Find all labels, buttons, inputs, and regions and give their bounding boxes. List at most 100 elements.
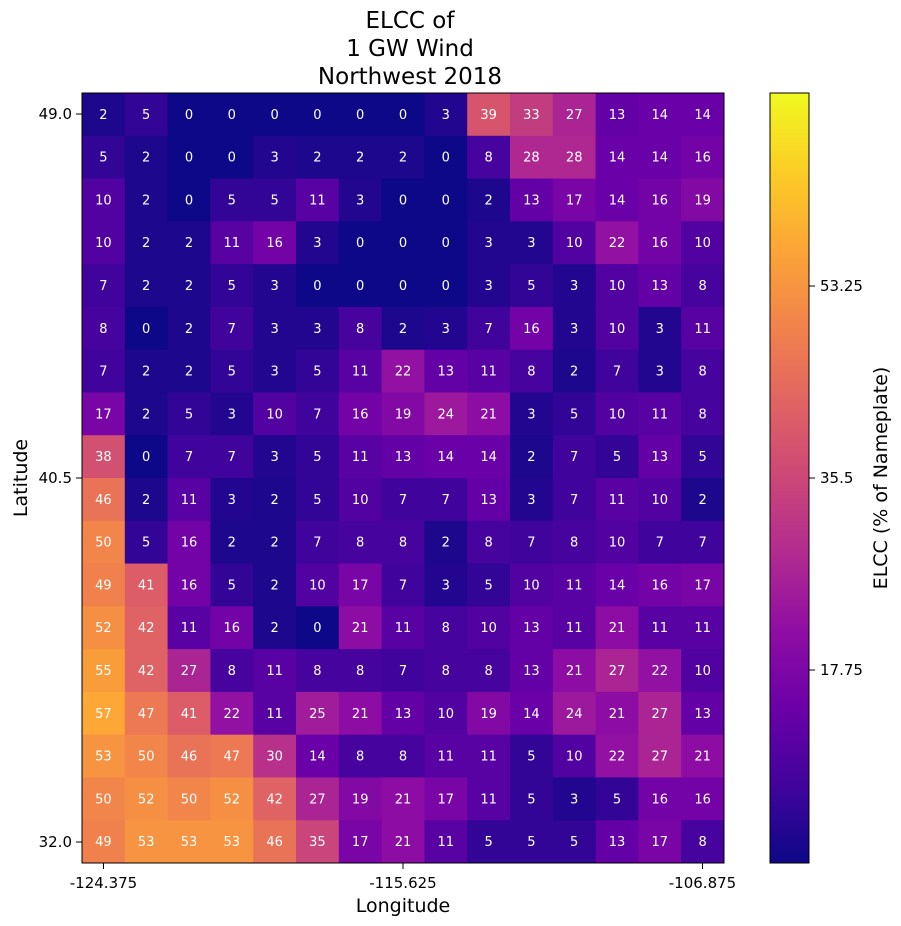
- heatmap-cell: [424, 435, 468, 479]
- heatmap-cell-label: 42: [138, 664, 155, 679]
- heatmap-cell: [510, 777, 554, 821]
- heatmap-cell-label: 0: [228, 151, 236, 166]
- heatmap-cell-label: 10: [694, 664, 711, 679]
- heatmap-cell-label: 14: [652, 108, 669, 123]
- heatmap-cell-label: 0: [356, 279, 364, 294]
- heatmap-cell-label: 8: [698, 365, 706, 380]
- heatmap-cell-label: 24: [566, 707, 583, 722]
- heatmap-cell: [638, 820, 682, 864]
- heatmap-cell-label: 2: [185, 365, 193, 380]
- heatmap-cell: [124, 435, 169, 479]
- heatmap-cell-label: 11: [480, 365, 497, 380]
- x-tick-label: -115.625: [369, 874, 436, 892]
- heatmap-cell-label: 0: [142, 322, 150, 337]
- heatmap-cell-label: 16: [694, 792, 711, 807]
- heatmap-cell: [82, 478, 126, 522]
- heatmap-cell-label: 2: [99, 108, 107, 123]
- heatmap-cell-label: 25: [309, 707, 326, 722]
- heatmap-cell-label: 5: [313, 450, 321, 465]
- heatmap-cell-label: 8: [356, 750, 364, 765]
- heatmap-cell: [296, 93, 340, 137]
- heatmap-cell: [167, 563, 211, 607]
- heatmap-cell: [595, 777, 639, 821]
- heatmap-cell: [681, 606, 725, 650]
- heatmap-cell-label: 0: [142, 450, 150, 465]
- heatmap-cell: [338, 392, 383, 436]
- colorbar: 17.75 35.5 53.25 ELCC (% of Nameplate): [769, 92, 892, 864]
- heatmap-cell: [338, 221, 383, 265]
- heatmap-cell: [296, 606, 340, 650]
- heatmap-cell-label: 2: [356, 151, 364, 166]
- heatmap-cell: [681, 563, 725, 607]
- heatmap-cell-label: 11: [395, 621, 412, 636]
- heatmap-cell-label: 0: [442, 151, 450, 166]
- heatmap-cell-label: 14: [609, 151, 626, 166]
- heatmap-cell-label: 0: [399, 108, 407, 123]
- heatmap-cell-label: 8: [527, 365, 535, 380]
- heatmap-cell: [681, 93, 725, 137]
- heatmap-cell: [638, 264, 682, 308]
- colorbar-tick-label: 17.75: [820, 661, 863, 679]
- heatmap-cell: [210, 392, 254, 436]
- heatmap-cell: [124, 691, 169, 736]
- heatmap-cell: [210, 221, 254, 265]
- heatmap-cell: [253, 178, 297, 222]
- heatmap-cell-label: 27: [181, 664, 198, 679]
- heatmap-cell-label: 21: [352, 621, 369, 636]
- heatmap-cell: [552, 606, 597, 650]
- heatmap-cell-label: 13: [694, 707, 711, 722]
- heatmap-cell-label: 7: [99, 365, 107, 380]
- heatmap-cell-label: 0: [356, 236, 364, 251]
- heatmap-cell-label: 0: [356, 108, 364, 123]
- heatmap-cell: [253, 820, 297, 864]
- heatmap-cell-label: 11: [352, 450, 369, 465]
- heatmap-cell: [467, 349, 511, 393]
- heatmap-cell-label: 11: [566, 578, 583, 593]
- heatmap-cell-label: 11: [266, 707, 283, 722]
- heatmap-cell: [638, 178, 682, 222]
- heatmap-cell: [381, 649, 425, 693]
- heatmap-cell: [296, 264, 340, 308]
- heatmap-cell-label: 7: [656, 536, 664, 551]
- heatmap-cell: [467, 478, 511, 522]
- heatmap-cell-label: 11: [652, 407, 669, 422]
- heatmap-cell-label: 11: [480, 750, 497, 765]
- heatmap-cell-label: 13: [652, 279, 669, 294]
- heatmap-cell: [338, 306, 383, 351]
- heatmap-cell-label: 5: [570, 835, 578, 850]
- heatmap-cell-label: 3: [270, 450, 278, 465]
- heatmap-cell-label: 13: [395, 707, 412, 722]
- chart-title-line-1: ELCC of: [366, 8, 456, 34]
- heatmap-cell: [552, 691, 597, 736]
- heatmap-cell-label: 2: [142, 493, 150, 508]
- heatmap-cell: [167, 264, 211, 308]
- heatmap-cell-label: 0: [442, 193, 450, 208]
- heatmap-cell: [253, 135, 297, 180]
- heatmap-cell: [210, 349, 254, 393]
- heatmap-cell-label: 22: [224, 707, 241, 722]
- heatmap-cell-label: 2: [185, 322, 193, 337]
- heatmap-cell-label: 8: [356, 536, 364, 551]
- heatmap-cell-label: 19: [395, 407, 412, 422]
- heatmap-cell-label: 10: [609, 407, 626, 422]
- heatmap-cell-label: 11: [181, 621, 198, 636]
- heatmap-cell: [638, 691, 682, 736]
- heatmap-cell-label: 14: [609, 578, 626, 593]
- heatmap-cell: [638, 606, 682, 650]
- heatmap-cell-label: 16: [652, 792, 669, 807]
- heatmap-cell: [253, 392, 297, 436]
- heatmap-cell: [167, 306, 211, 351]
- heatmap-cell-label: 21: [609, 707, 626, 722]
- heatmap-cell-label: 5: [142, 536, 150, 551]
- y-tick-label: 49.0: [39, 105, 72, 123]
- heatmap-cell: [82, 135, 126, 180]
- heatmap-cell-label: 22: [652, 664, 669, 679]
- heatmap-cell-label: 0: [185, 108, 193, 123]
- heatmap-cell-label: 3: [484, 236, 492, 251]
- heatmap-cell-label: 2: [142, 151, 150, 166]
- heatmap-cell: [338, 520, 383, 565]
- heatmap-cell: [552, 264, 597, 308]
- heatmap-cell-label: 0: [228, 108, 236, 123]
- heatmap-cell: [338, 777, 383, 821]
